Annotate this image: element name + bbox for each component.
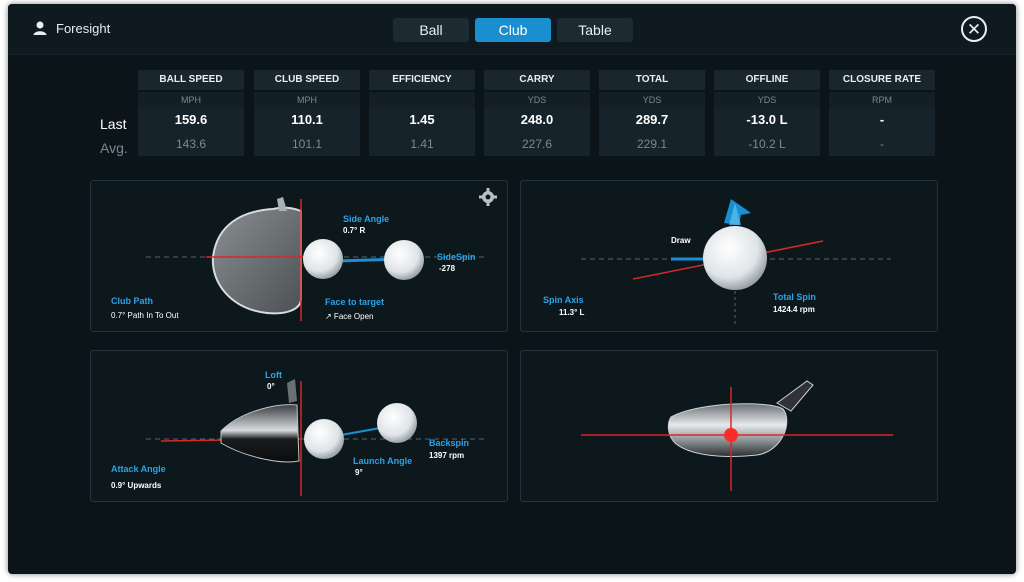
loft-value: 0° xyxy=(267,382,275,391)
backspin-label: Backspin xyxy=(429,438,469,448)
stat-header: BALL SPEED xyxy=(138,70,244,90)
stat-last-value: 289.7 xyxy=(599,108,705,132)
club-head-top-shape xyxy=(211,206,302,315)
stat-efficiency: EFFICIENCY 1.45 1.41 xyxy=(369,70,475,156)
club-top-diagram: Side Angle 0.7° R SideSpin -278 Club Pat… xyxy=(111,188,497,321)
stat-avg-value: - xyxy=(829,132,935,156)
tab-ball[interactable]: Ball xyxy=(393,18,469,42)
face-impact-diagram xyxy=(581,380,893,491)
stat-closure-rate: CLOSURE RATE RPM - - xyxy=(829,70,935,156)
row-label-last: Last xyxy=(100,116,127,132)
close-icon: ✕ xyxy=(966,19,982,39)
panel-spin-axis: Draw Spin Axis 11.3° L Total Spin 1424.4… xyxy=(520,180,938,332)
spin-axis-diagram: Draw Spin Axis 11.3° L Total Spin 1424.4… xyxy=(543,199,891,327)
close-button[interactable]: ✕ xyxy=(961,16,987,42)
stat-last-value: - xyxy=(829,108,935,132)
user-icon xyxy=(33,21,47,35)
stat-header: CLUB SPEED xyxy=(254,70,360,90)
stat-header: CARRY xyxy=(484,70,590,90)
face-to-target-value: ↗ Face Open xyxy=(325,312,374,321)
stat-last-value: 248.0 xyxy=(484,108,590,132)
stat-avg-value: 229.1 xyxy=(599,132,705,156)
stat-unit xyxy=(369,92,475,108)
stat-header: EFFICIENCY xyxy=(369,70,475,90)
impact-point xyxy=(724,428,738,442)
shaft-hosel xyxy=(287,379,297,403)
ball-flight xyxy=(384,240,424,280)
stat-total: TOTAL YDS 289.7 229.1 xyxy=(599,70,705,156)
attack-angle-value: 0.9° Upwards xyxy=(111,481,162,490)
stat-avg-value: 227.6 xyxy=(484,132,590,156)
side-angle-label: Side Angle xyxy=(343,214,389,224)
hosel-shape xyxy=(277,197,287,211)
ball-launch xyxy=(377,403,417,443)
club-side-diagram: Loft 0° Attack Angle 0.9° Upwards Launch… xyxy=(111,370,486,496)
backspin-value: 1397 rpm xyxy=(429,451,464,460)
ball-impact xyxy=(303,239,343,279)
stat-last-value: 110.1 xyxy=(254,108,360,132)
stat-offline: OFFLINE YDS -13.0 L -10.2 L xyxy=(714,70,820,156)
club-hosel xyxy=(776,380,814,412)
panel-club-top-view: Side Angle 0.7° R SideSpin -278 Club Pat… xyxy=(90,180,508,332)
view-tabs: Ball Club Table xyxy=(393,18,633,42)
sidespin-label: SideSpin xyxy=(437,252,476,262)
stat-unit: MPH xyxy=(138,92,244,108)
stat-unit: MPH xyxy=(254,92,360,108)
loft-label: Loft xyxy=(265,370,282,380)
stat-unit: YDS xyxy=(484,92,590,108)
club-path-label: Club Path xyxy=(111,296,153,306)
stat-unit: RPM xyxy=(829,92,935,108)
stat-avg-value: 101.1 xyxy=(254,132,360,156)
app-name: Foresight xyxy=(56,20,111,36)
draw-label: Draw xyxy=(671,236,691,245)
face-to-target-label: Face to target xyxy=(325,297,384,307)
top-bar: Foresight Ball Club Table ✕ xyxy=(8,4,1016,55)
ball-impact xyxy=(304,419,344,459)
stat-last-value: -13.0 L xyxy=(714,108,820,132)
gear-icon[interactable] xyxy=(479,188,497,206)
spin-axis-value: 11.3° L xyxy=(559,308,585,317)
tab-club[interactable]: Club xyxy=(475,18,551,42)
stat-avg-value: 143.6 xyxy=(138,132,244,156)
app-window: Foresight Ball Club Table ✕ Last Avg. BA… xyxy=(8,4,1016,574)
stat-ball-speed: BALL SPEED MPH 159.6 143.6 xyxy=(138,70,244,156)
row-label-avg: Avg. xyxy=(100,140,128,156)
stat-header: CLOSURE RATE xyxy=(829,70,935,90)
stat-club-speed: CLUB SPEED MPH 110.1 101.1 xyxy=(254,70,360,156)
launch-angle-value: 9° xyxy=(355,468,363,477)
side-angle-value: 0.7° R xyxy=(343,226,366,235)
tab-table[interactable]: Table xyxy=(557,18,633,42)
stat-last-value: 1.45 xyxy=(369,108,475,132)
brand: Foresight xyxy=(32,20,110,36)
panel-club-side-view: Loft 0° Attack Angle 0.9° Upwards Launch… xyxy=(90,350,508,502)
launch-angle-label: Launch Angle xyxy=(353,456,412,466)
stat-header: TOTAL xyxy=(599,70,705,90)
sidespin-value: -278 xyxy=(439,264,456,273)
stat-unit: YDS xyxy=(599,92,705,108)
stat-avg-value: -10.2 L xyxy=(714,132,820,156)
spin-axis-label: Spin Axis xyxy=(543,295,584,305)
spin-direction-arrow xyxy=(724,199,751,225)
stat-header: OFFLINE xyxy=(714,70,820,90)
golf-ball xyxy=(703,226,767,290)
stat-last-value: 159.6 xyxy=(138,108,244,132)
stat-unit: YDS xyxy=(714,92,820,108)
panel-face-impact xyxy=(520,350,938,502)
total-spin-value: 1424.4 rpm xyxy=(773,305,815,314)
stat-avg-value: 1.41 xyxy=(369,132,475,156)
total-spin-label: Total Spin xyxy=(773,292,816,302)
stat-carry: CARRY YDS 248.0 227.6 xyxy=(484,70,590,156)
attack-angle-label: Attack Angle xyxy=(111,464,166,474)
club-head-side-shape xyxy=(220,404,300,463)
club-path-value: 0.7° Path In To Out xyxy=(111,311,179,320)
